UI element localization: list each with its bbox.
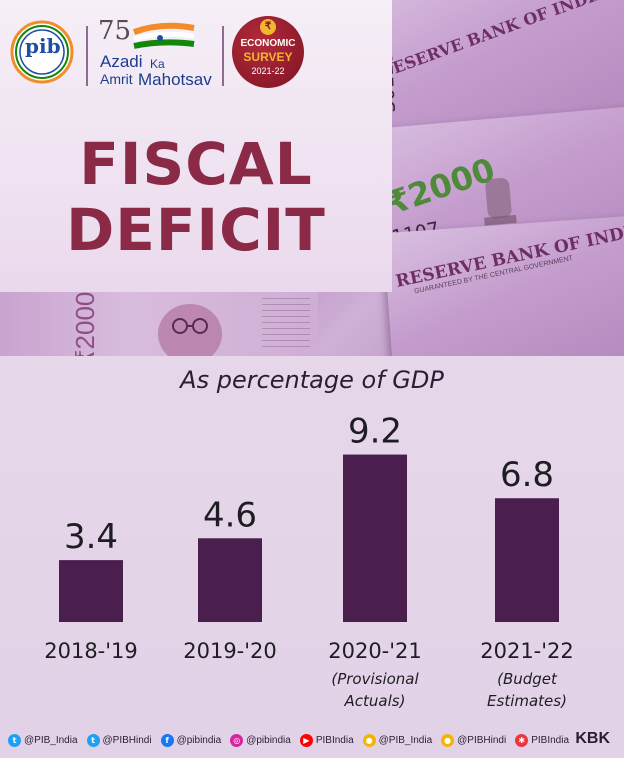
social-handle-text: @pibindia	[246, 734, 291, 746]
banknote-bank-name: ESERVE BANK OF INDIA	[390, 0, 609, 78]
azadi-line3: Mahotsav	[138, 70, 212, 89]
banknote-bottom: RESERVE BANK OF INDIA GUARANTEED BY THE …	[383, 215, 624, 356]
social-footer: t @PIB_India t @PIBHindi f @pibindia ◎ @pibindi…	[0, 722, 624, 758]
category-note-2-1: Actuals)	[344, 692, 406, 710]
banknote-bank-name-2: RESERVE BANK OF INDIA	[394, 219, 624, 292]
category-label-0: 2018-'19	[44, 639, 138, 663]
title-panel: pib 75 Azadi Ka Amrit Mahotsav ₹	[0, 0, 392, 292]
badge-line2: SURVEY	[243, 50, 293, 64]
economic-survey-badge: ₹ ECONOMIC SURVEY 2021-22	[232, 16, 304, 88]
social-handle-6[interactable]: ● @PIBHindi	[441, 733, 507, 747]
category-label-2: 2020-'21	[328, 639, 422, 663]
social-handle-text: PIBIndia	[315, 734, 354, 746]
flag-swoosh-icon	[132, 22, 195, 49]
azadi-logo: 75 Azadi Ka Amrit Mahotsav	[98, 16, 214, 92]
value-label-3: 6.8	[500, 455, 554, 495]
koo-icon: ●	[441, 733, 455, 747]
title-line-1: FISCAL	[79, 130, 313, 198]
title-line-2: DEFICIT	[66, 196, 326, 264]
rupee-icon: ₹	[260, 19, 276, 35]
value-label-1: 4.6	[203, 495, 257, 535]
azadi-line1: Azadi	[100, 52, 143, 71]
social-handle-text: @PIB_India	[378, 734, 433, 746]
strip-denomination: ₹2000	[70, 292, 100, 356]
azadi-number: 75	[98, 16, 132, 46]
header-divider-2	[222, 26, 224, 86]
bar-0	[59, 560, 123, 622]
social-handle-1[interactable]: t @PIBHindi	[86, 733, 152, 747]
social-handle-text: PIBIndia	[531, 734, 570, 746]
chart-title: As percentage of GDP	[180, 366, 444, 394]
category-note-2-0: (Provisional	[331, 670, 419, 688]
category-note-3-0: (Budget	[497, 670, 558, 688]
bar-1	[198, 538, 262, 622]
gandhi-banknote-strip: ₹2000	[0, 292, 318, 356]
twitter-icon: t	[8, 733, 21, 747]
pib-emblem-icon	[10, 20, 74, 84]
category-label-3: 2021-'22	[480, 639, 574, 663]
credit-label: KBK	[575, 730, 610, 747]
social-handle-0[interactable]: t @PIB_India	[8, 733, 78, 747]
pib-logo: pib	[10, 20, 74, 89]
social-handle-text: @PIB_India	[24, 734, 78, 746]
pib-logo-text: pib	[25, 34, 61, 58]
badge-line3: 2021-22	[251, 66, 285, 76]
value-label-0: 3.4	[64, 517, 118, 557]
facebook-icon: f	[160, 733, 174, 747]
social-handle-text: @PIBHindi	[457, 734, 507, 746]
youtube-icon: ▶	[299, 733, 313, 747]
strip-text-block	[262, 298, 310, 348]
sharechat-icon: ✱	[515, 733, 529, 747]
koo-icon: ●	[362, 733, 376, 747]
social-handle-4[interactable]: ▶ PIBIndia	[299, 733, 354, 747]
social-handle-7[interactable]: ✱ PIBIndia	[515, 733, 570, 747]
bar-chart: 3.4 2018-'19 4.6 2019-'20 9.2 2020-'21 (Provis…	[44, 412, 574, 710]
social-handle-2[interactable]: f @pibindia	[160, 733, 222, 747]
instagram-icon: ◎	[230, 733, 244, 747]
social-handle-text: @pibindia	[176, 734, 222, 746]
azadi-line2: Amrit	[100, 71, 133, 87]
category-note-3-1: Estimates)	[487, 692, 567, 710]
social-handle-3[interactable]: ◎ @pibindia	[230, 733, 291, 747]
banknote-middle: ₹2000 01107	[346, 105, 624, 281]
bar-2	[343, 454, 407, 622]
header-divider-1	[86, 26, 88, 86]
badge-line1: ECONOMIC	[240, 38, 296, 49]
social-handle-5[interactable]: ● @PIB_India	[362, 733, 433, 747]
social-handle-text: @PIBHindi	[102, 734, 152, 746]
banner: ESERVE BANK OF INDIA 301103 ₹2000 01107 …	[0, 0, 624, 356]
value-label-2: 9.2	[348, 412, 402, 452]
bar-3	[495, 498, 559, 622]
gandhi-portrait-icon	[158, 304, 222, 356]
lion-capital-icon	[484, 178, 517, 226]
azadi-ka: Ka	[150, 57, 165, 71]
category-label-1: 2019-'20	[183, 639, 277, 663]
twitter-icon: t	[86, 733, 100, 747]
